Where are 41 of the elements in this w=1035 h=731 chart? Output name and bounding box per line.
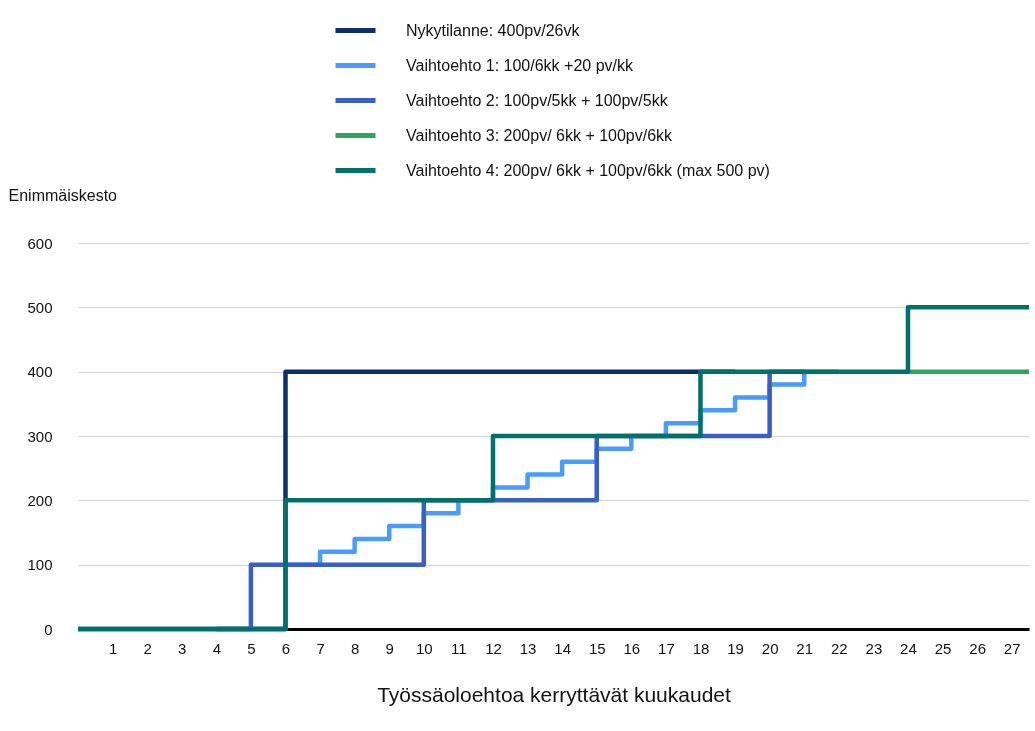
legend-label: Vaihtoehto 1: 100/6kk +20 pv/kk [406,56,634,74]
legend-label: Vaihtoehto 4: 200pv/ 6kk + 100pv/6kk (max 500 pv) [406,161,770,179]
x-tick-label: 22 [830,639,848,657]
y-tick-label: 300 [27,427,53,445]
y-tick-label: 0 [44,620,53,638]
x-tick-label: 2 [143,639,152,657]
x-tick-label: 21 [796,639,814,657]
x-tick-label: 7 [316,639,325,657]
x-tick-label: 11 [451,639,467,657]
x-tick-label: 4 [212,639,221,657]
x-tick-label: 20 [761,639,779,657]
x-axis-title: Työssäoloehtoa kerryttävät kuukaudet [377,682,732,706]
legend-label: Nykytilanne: 400pv/26vk [406,21,581,39]
y-tick-label: 400 [27,363,53,381]
x-tick-label: 6 [281,639,291,657]
x-tick-label: 27 [1003,639,1021,657]
x-tick-label: 26 [969,639,986,657]
x-tick-label: 12 [485,639,502,657]
y-tick-label: 500 [27,298,53,316]
x-tick-label: 1 [108,639,118,657]
x-tick-label: 25 [934,639,952,657]
x-tick-label: 16 [623,639,641,657]
x-tick-label: 23 [865,639,883,657]
y-tick-label: 600 [27,234,53,252]
y-tick-label: 200 [27,491,53,509]
x-tick-label: 24 [900,639,917,657]
legend-label: Vaihtoehto 2: 100pv/5kk + 100pv/5kk [406,91,669,109]
x-tick-label: 10 [415,639,433,657]
x-tick-label: 18 [692,639,710,657]
x-tick-label: 19 [727,639,744,657]
x-tick-label: 8 [350,639,360,657]
legend-label: Vaihtoehto 3: 200pv/ 6kk + 100pv/6kk [406,126,674,144]
x-tick-label: 3 [178,639,187,657]
x-tick-label: 14 [554,639,571,657]
x-tick-label: 15 [588,639,606,657]
x-tick-label: 9 [385,639,394,657]
x-tick-label: 5 [247,639,256,657]
x-tick-label: 13 [519,639,537,657]
y-axis-title: Enimmäiskesto [8,186,118,204]
y-tick-label: 100 [27,556,53,574]
x-tick-label: 17 [658,639,675,657]
